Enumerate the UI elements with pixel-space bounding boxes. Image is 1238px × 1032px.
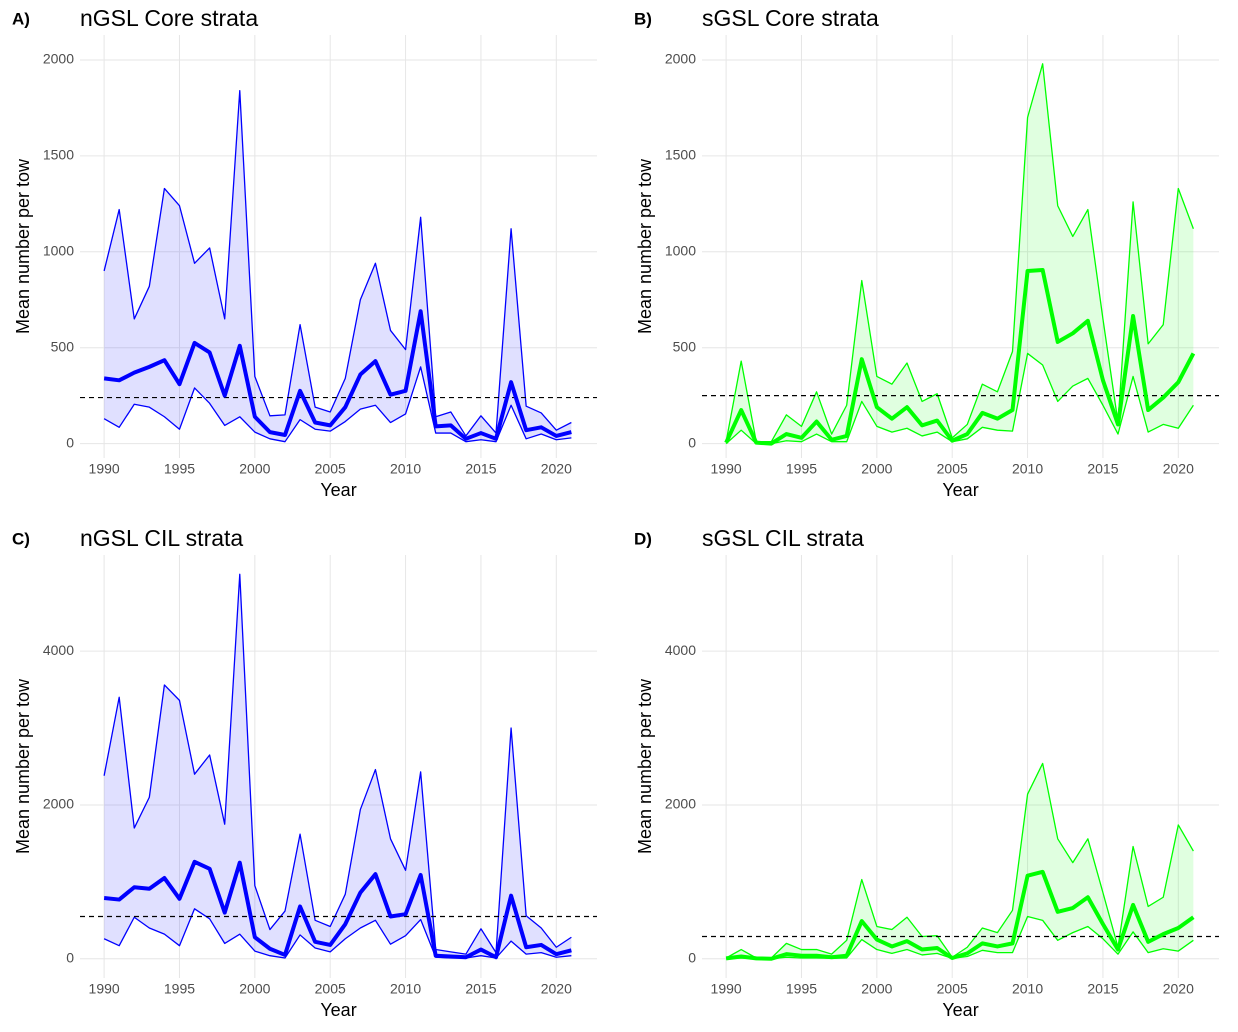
x-tick-label: 2015 — [1087, 981, 1118, 997]
x-tick-label: 2010 — [1012, 461, 1043, 477]
ribbon — [104, 574, 572, 959]
panel: D) sGSL CIL strata 1990 1995 2000 2005 2010 201… — [634, 525, 1219, 1020]
upper-line — [725, 762, 1194, 959]
panel-title: nGSL CIL strata — [80, 525, 243, 551]
x-axis-label: Year — [942, 480, 978, 500]
upper-line — [725, 63, 1194, 443]
lower-line — [103, 366, 572, 443]
x-tick-label: 2005 — [937, 981, 968, 997]
x-tick-label: 2010 — [390, 981, 421, 997]
panel: C) nGSL CIL strata 1990 1995 2000 2005 2010 201… — [12, 525, 597, 1020]
x-tick-label: 1995 — [164, 461, 195, 477]
x-axis-label: Year — [320, 1000, 356, 1020]
x-tick-label: 1995 — [786, 461, 817, 477]
y-axis-label: Mean number per tow — [635, 158, 655, 334]
panel-title: sGSL Core strata — [702, 5, 879, 31]
panel: B) sGSL Core strata 1990 1995 2000 2005 2010 20… — [634, 5, 1219, 500]
x-tick-label: 2020 — [1163, 981, 1194, 997]
y-tick-label: 500 — [673, 338, 697, 354]
x-tick-label: 1990 — [711, 981, 742, 997]
y-tick-label: 4000 — [665, 642, 696, 658]
x-tick-label: 2020 — [1163, 461, 1194, 477]
panel: A) nGSL Core strata 1990 1995 2000 2005 2010 20… — [12, 5, 597, 500]
x-tick-label: 2015 — [465, 981, 496, 997]
x-tick-label: 2020 — [541, 461, 572, 477]
y-tick-label: 0 — [66, 434, 74, 450]
upper-line — [103, 573, 572, 955]
y-tick-label: 1000 — [665, 242, 696, 258]
y-tick-label: 500 — [51, 338, 75, 354]
y-axis-label: Mean number per tow — [13, 678, 33, 854]
panel-tag: C) — [12, 529, 30, 548]
x-tick-label: 1995 — [164, 981, 195, 997]
ribbon — [726, 763, 1194, 959]
mean-line — [725, 869, 1195, 961]
y-axis-label: Mean number per tow — [13, 158, 33, 334]
x-tick-label: 1995 — [786, 981, 817, 997]
panel-tag: D) — [634, 529, 652, 548]
x-tick-label: 2000 — [239, 461, 270, 477]
y-tick-label: 2000 — [665, 51, 696, 67]
y-tick-label: 1000 — [43, 242, 74, 258]
y-tick-label: 2000 — [43, 796, 74, 812]
y-tick-label: 1500 — [43, 147, 74, 163]
x-tick-label: 2000 — [861, 981, 892, 997]
x-tick-label: 1990 — [89, 461, 120, 477]
panel-tag: A) — [12, 9, 30, 28]
x-tick-label: 2020 — [541, 981, 572, 997]
x-tick-label: 2005 — [937, 461, 968, 477]
y-tick-label: 0 — [688, 949, 696, 965]
x-tick-label: 2000 — [861, 461, 892, 477]
y-tick-label: 1500 — [665, 147, 696, 163]
mean-line — [103, 859, 572, 960]
panel-title: nGSL Core strata — [80, 5, 258, 31]
lower-line — [725, 352, 1194, 445]
x-tick-label: 2010 — [1012, 981, 1043, 997]
y-tick-label: 0 — [66, 949, 74, 965]
x-tick-label: 2015 — [465, 461, 496, 477]
x-tick-label: 1990 — [711, 461, 742, 477]
panel-tag: B) — [634, 9, 652, 28]
y-axis-label: Mean number per tow — [635, 678, 655, 854]
ribbon — [726, 63, 1194, 444]
mean-line — [724, 268, 1196, 446]
x-tick-label: 2010 — [390, 461, 421, 477]
x-tick-label: 2005 — [315, 461, 346, 477]
x-tick-label: 2000 — [239, 981, 270, 997]
y-tick-label: 2000 — [665, 796, 696, 812]
x-tick-label: 2015 — [1087, 461, 1118, 477]
y-tick-label: 4000 — [43, 642, 74, 658]
y-tick-label: 2000 — [43, 51, 74, 67]
ribbon — [104, 90, 572, 442]
x-tick-label: 1990 — [89, 981, 120, 997]
mean-line — [103, 309, 572, 441]
x-axis-label: Year — [942, 1000, 978, 1020]
x-tick-label: 2005 — [315, 981, 346, 997]
panel-title: sGSL CIL strata — [702, 525, 864, 551]
y-tick-label: 0 — [688, 434, 696, 450]
upper-line — [103, 89, 572, 437]
x-axis-label: Year — [320, 480, 356, 500]
